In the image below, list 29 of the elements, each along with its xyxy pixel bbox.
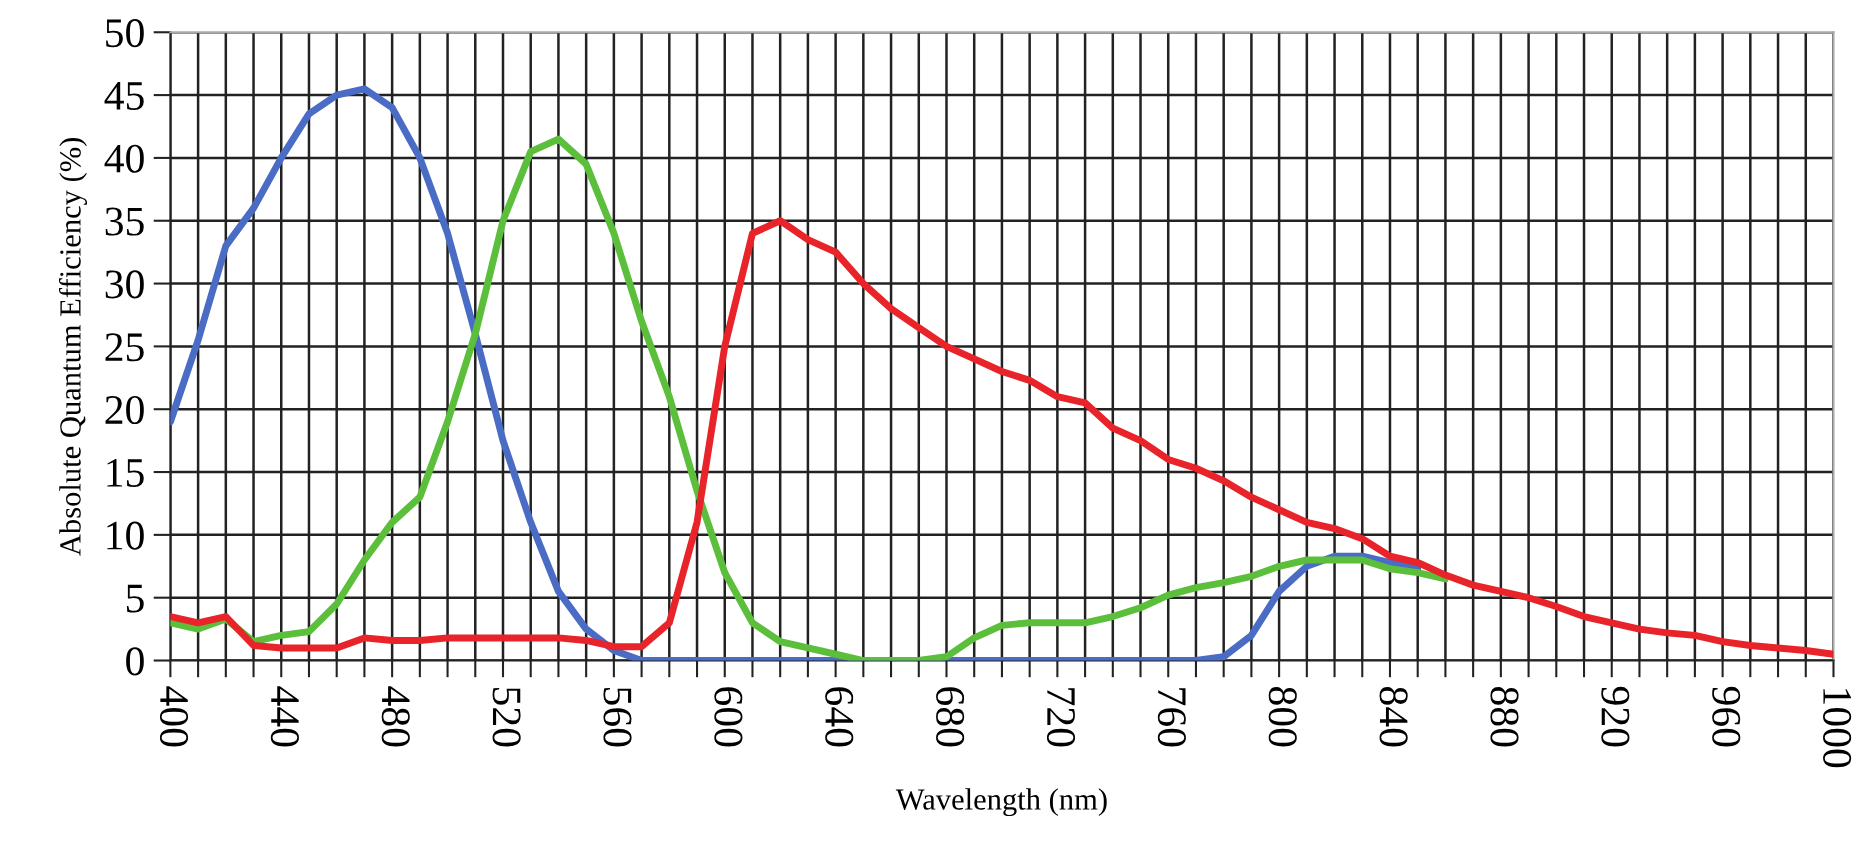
x-tick-label: 600 [714, 687, 743, 747]
x-tick-label: 400 [159, 686, 189, 747]
y-tick-label: 5 [126, 584, 144, 613]
x-tick-label: 840 [1379, 687, 1408, 747]
x-tick-label: 520 [492, 687, 521, 747]
x-tick-label: 880 [1490, 687, 1519, 747]
y-tick-label: 10 [107, 521, 144, 550]
x-tick-label: 1000 [1823, 689, 1852, 768]
x-tick-label: 680 [936, 687, 965, 747]
y-tick-label: 0 [126, 647, 144, 676]
x-tick-label: 920 [1601, 686, 1630, 747]
y-tick-label: 50 [106, 19, 144, 48]
y-axis-title: Absolute Quantum Efficiency (%) [58, 138, 88, 556]
y-tick-label: 40 [104, 144, 144, 173]
y-tick-label: 35 [105, 207, 144, 236]
x-tick-label: 960 [1712, 686, 1741, 747]
x-tick-label: 760 [1157, 688, 1186, 747]
y-tick-label: 15 [107, 458, 144, 487]
x-tick-label: 560 [603, 687, 632, 747]
y-tick-label: 25 [105, 333, 144, 362]
x-tick-label: 720 [1046, 688, 1076, 747]
x-tick-label: 480 [381, 686, 410, 747]
x-tick-label: 640 [825, 687, 854, 747]
y-tick-label: 20 [105, 395, 144, 425]
x-axis-title: Wavelength (nm) [895, 788, 1107, 817]
y-tick-label: 30 [105, 270, 144, 299]
x-tick-label: 800 [1268, 687, 1297, 747]
x-tick-label: 440 [270, 686, 299, 747]
y-tick-label: 45 [104, 82, 144, 110]
